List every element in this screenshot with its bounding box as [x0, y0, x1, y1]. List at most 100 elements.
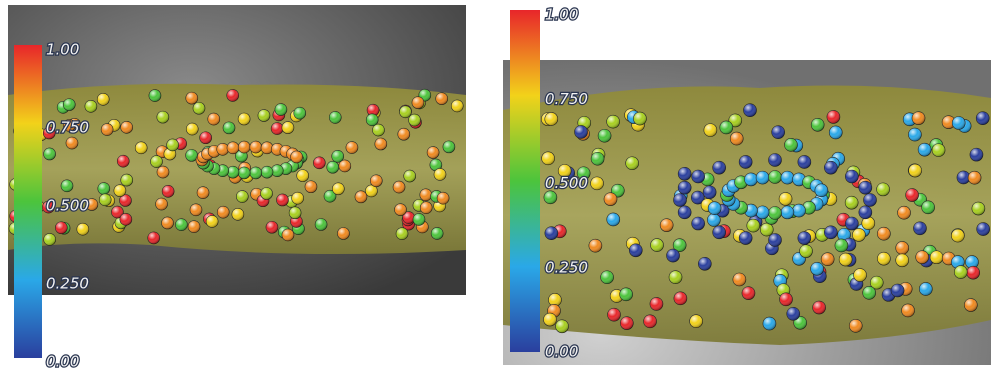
sphere-shine — [730, 132, 744, 146]
sphere-shine — [290, 150, 303, 163]
colorbar-label: 0.500 — [46, 197, 89, 215]
sphere-shine — [660, 218, 674, 232]
sphere-shine — [150, 155, 163, 168]
sphere-shine — [719, 120, 733, 134]
sphere-shine — [762, 317, 776, 331]
sphere-shine — [780, 171, 794, 185]
sphere-shine — [76, 223, 89, 236]
colorbar-label: 1.00 — [545, 6, 578, 24]
sphere-shine — [544, 112, 558, 126]
sphere-shine — [739, 155, 753, 169]
sphere-shine — [821, 252, 835, 266]
sphere-shine — [577, 166, 591, 180]
sphere-shine — [189, 203, 202, 216]
sphere-shine — [367, 104, 380, 117]
sphere-shine — [543, 190, 557, 204]
sphere-shine — [332, 182, 345, 195]
sphere-shine — [147, 231, 160, 244]
sphere-shine — [206, 215, 219, 228]
colorbar-label: 1.00 — [46, 41, 79, 59]
sphere-shine — [437, 192, 450, 205]
sphere-shine — [236, 190, 249, 203]
sphere-shine — [649, 297, 663, 311]
sphere-shine — [824, 161, 838, 175]
sphere-shine — [162, 185, 175, 198]
sphere-shine — [257, 109, 270, 122]
sphere-shine — [897, 206, 911, 220]
sphere-shine — [326, 161, 339, 174]
sphere-shine — [541, 151, 555, 165]
sphere-shine — [199, 131, 212, 144]
sphere-shine — [964, 298, 978, 312]
sphere-shine — [744, 172, 758, 186]
sphere-shine — [669, 270, 683, 284]
sphere-shine — [43, 233, 56, 246]
sphere-shine — [845, 169, 859, 183]
sphere-shine — [862, 286, 876, 300]
sphere-shine — [281, 228, 294, 241]
sphere-shine — [966, 266, 980, 280]
sphere-shine — [216, 143, 229, 156]
sphere-shine — [877, 252, 891, 266]
sphere-shine — [412, 213, 425, 226]
sphere-shine — [590, 176, 604, 190]
sphere-shine — [771, 125, 785, 139]
sphere-shine — [915, 250, 929, 264]
sphere-shine — [249, 166, 262, 179]
sphere-shine — [408, 114, 421, 127]
sphere-shine — [65, 137, 78, 150]
sphere-shine — [156, 166, 169, 179]
colorbar-label: 0.750 — [545, 90, 588, 108]
sphere-shine — [786, 307, 800, 321]
sphere-shine — [185, 92, 198, 105]
sphere-shine — [588, 239, 602, 253]
sphere-shine — [600, 270, 614, 284]
sphere-shine — [331, 150, 344, 163]
sphere-shine — [161, 216, 174, 229]
sphere-shine — [746, 219, 760, 233]
sphere-shine — [629, 243, 643, 257]
sphere-shine — [666, 249, 680, 263]
sphere-shine — [97, 93, 110, 106]
sphere-shine — [728, 113, 742, 127]
sphere-shine — [965, 255, 979, 269]
sphere-shine — [120, 121, 133, 134]
sphere-shine — [429, 158, 442, 171]
sphere-shine — [55, 221, 68, 234]
sphere-shine — [845, 196, 859, 210]
sphere-shine — [238, 141, 251, 154]
sphere-shine — [863, 193, 877, 207]
sphere-shine — [265, 221, 278, 234]
sphere-shine — [703, 185, 717, 199]
sphere-shine — [877, 227, 891, 241]
sphere-shine — [845, 217, 859, 231]
sphere-shine — [185, 149, 198, 162]
sphere-shine — [329, 111, 342, 124]
sphere-shine — [402, 211, 415, 224]
sphere-shine — [895, 241, 909, 255]
sphere-shine — [673, 238, 687, 252]
sphere-shine — [393, 181, 406, 194]
sphere-shine — [63, 98, 76, 111]
sphere-shine — [548, 293, 562, 307]
sphere-shine — [811, 118, 825, 132]
sphere-shine — [620, 316, 634, 330]
sphere-shine — [598, 129, 612, 143]
colorbar — [510, 10, 540, 352]
colorbar-label: 0.500 — [545, 174, 588, 192]
sphere-shine — [768, 153, 782, 167]
sphere-shine — [85, 198, 98, 211]
sphere-shine — [870, 276, 884, 290]
sphere-shine — [768, 206, 782, 220]
sphere-shine — [99, 193, 112, 206]
sphere-shine — [148, 89, 161, 102]
sphere-shine — [543, 313, 557, 327]
sphere-shine — [691, 191, 705, 205]
sphere-shine — [261, 141, 274, 154]
sphere-shine — [315, 218, 328, 231]
sphere-shine — [435, 92, 448, 105]
sphere-shine — [226, 141, 239, 154]
sphere-shine — [968, 171, 982, 185]
colorbar-label: 0.250 — [545, 258, 588, 276]
sphere-shine — [853, 268, 867, 282]
